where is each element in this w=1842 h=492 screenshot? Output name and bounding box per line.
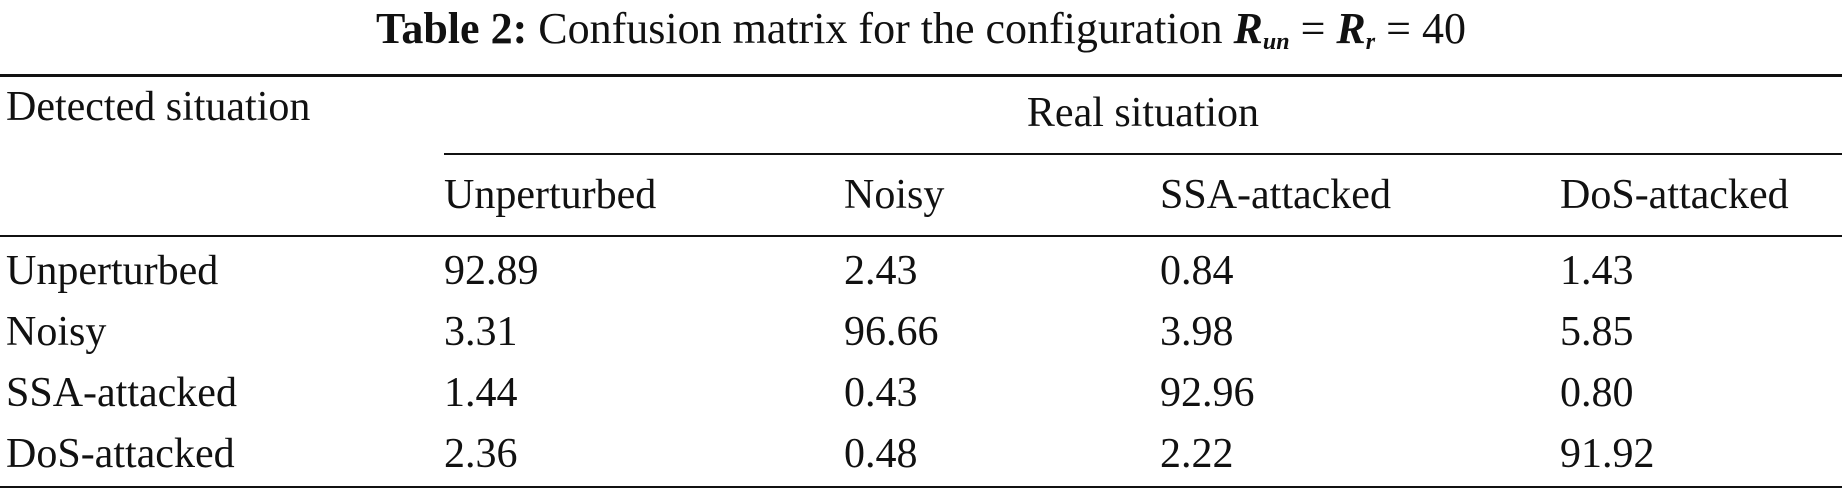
caption-equals: = [1300, 4, 1326, 53]
column-header-unperturbed: Unperturbed [444, 172, 657, 218]
table-cell: 1.43 [1560, 248, 1634, 294]
table-cell: 0.84 [1160, 248, 1234, 294]
caption-text: Confusion matrix for the configuration [538, 4, 1223, 53]
table-bottom-rule [0, 486, 1842, 488]
row-label-ssa-attacked: SSA-attacked [6, 370, 237, 416]
caption-label: Table 2: [376, 4, 528, 53]
table-cell: 3.31 [444, 309, 518, 355]
table-cell: 92.89 [444, 248, 539, 294]
table-top-rule [0, 74, 1842, 77]
column-header-noisy: Noisy [844, 172, 945, 218]
table-cell: 91.92 [1560, 431, 1655, 477]
column-header-dos-attacked: DoS-attacked [1560, 172, 1789, 218]
caption-value: = 40 [1386, 4, 1466, 53]
group-header: Real situation [1026, 90, 1260, 136]
table-cell: 92.96 [1160, 370, 1255, 416]
row-label-unperturbed: Unperturbed [6, 248, 219, 294]
group-header-rule [444, 153, 1842, 155]
caption-var-r-un: R [1233, 4, 1263, 53]
table-caption: Table 2: Confusion matrix for the config… [0, 2, 1842, 69]
table-cell: 2.43 [844, 248, 918, 294]
table-cell: 0.43 [844, 370, 918, 416]
table-cell: 2.36 [444, 431, 518, 477]
column-header-ssa-attacked: SSA-attacked [1160, 172, 1391, 218]
row-label-dos-attacked: DoS-attacked [6, 431, 235, 477]
table-cell: 3.98 [1160, 309, 1234, 355]
table-cell: 96.66 [844, 309, 939, 355]
caption-var-r-r: R [1336, 4, 1366, 53]
table-cell: 5.85 [1560, 309, 1634, 355]
table-cell: 2.22 [1160, 431, 1234, 477]
table-cell: 0.48 [844, 431, 918, 477]
caption-sub-un: un [1262, 29, 1290, 55]
caption-sub-r: r [1365, 29, 1376, 55]
row-label-noisy: Noisy [6, 309, 107, 355]
header-bottom-rule [0, 235, 1842, 237]
table-cell: 0.80 [1560, 370, 1634, 416]
stub-header: Detected situation [6, 84, 311, 130]
table-cell: 1.44 [444, 370, 518, 416]
